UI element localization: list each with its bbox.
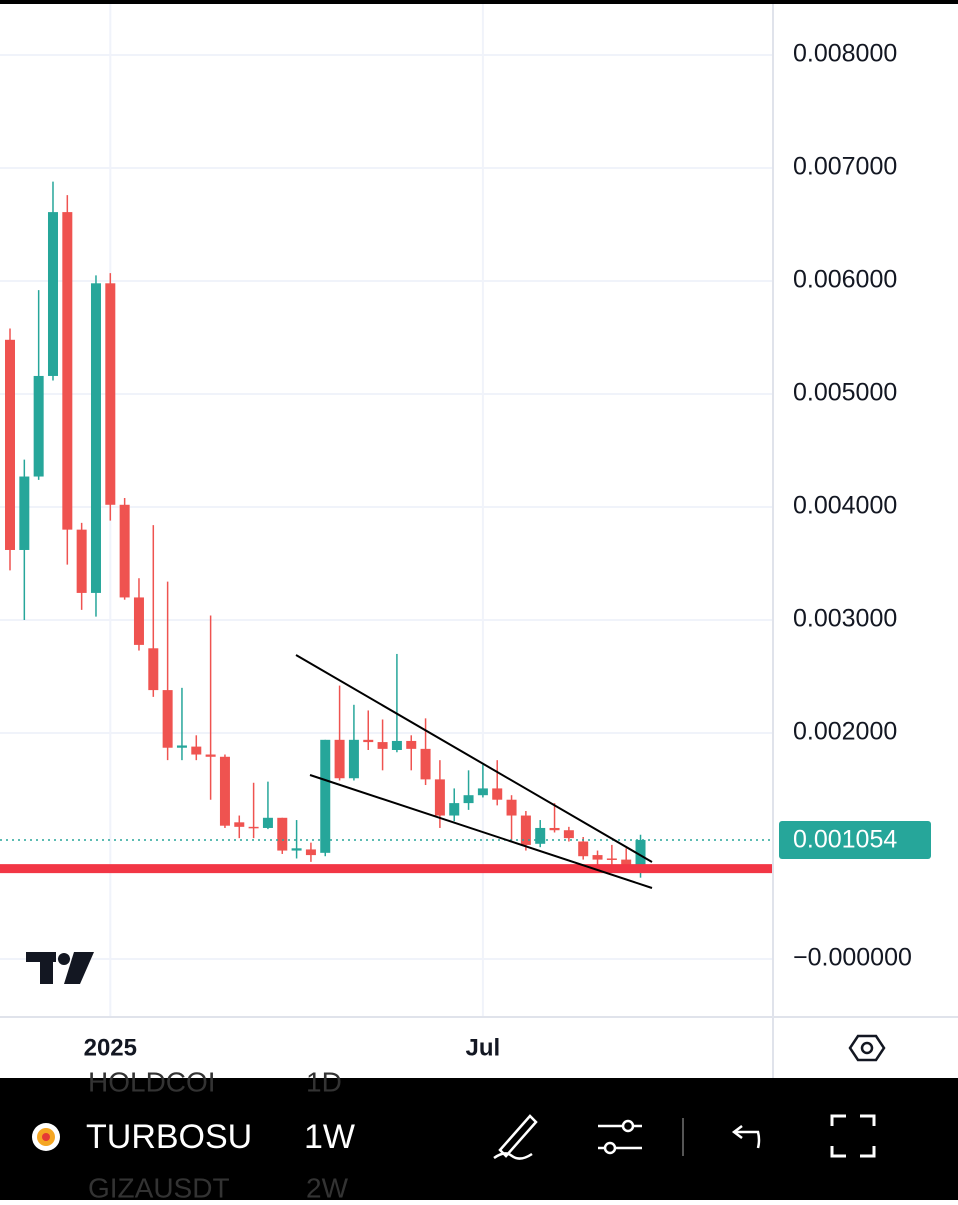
settings-icon[interactable] — [848, 1034, 886, 1062]
candle-body — [62, 212, 73, 530]
last-price-label: 0.001054 — [793, 826, 897, 854]
grid — [0, 0, 773, 1016]
candle-body — [219, 756, 230, 826]
candle-body — [162, 690, 173, 748]
y-tick-label: 0.006000 — [793, 266, 897, 294]
trendline-lower — [309, 774, 653, 889]
candle-body — [191, 746, 202, 755]
last-price-box — [779, 820, 931, 859]
y-tick-label: 0.008000 — [793, 40, 897, 68]
candle-body — [33, 375, 44, 477]
draw-icon[interactable] — [493, 1114, 538, 1160]
candle-body — [578, 841, 589, 857]
candle-body — [449, 803, 460, 816]
candle-body — [621, 859, 632, 867]
toolbar-band — [0, 1100, 958, 1175]
candle-body — [549, 827, 560, 831]
candle-body — [19, 476, 30, 550]
candle-body — [363, 739, 374, 743]
candle-body — [205, 754, 216, 757]
candle-body — [391, 740, 402, 750]
fullscreen-icon[interactable] — [830, 1114, 876, 1158]
candle-body — [592, 855, 603, 860]
candle-body — [563, 830, 574, 839]
axes: 0.008000 0.007000 0.006000 0.005000 0.004000… — [84, 40, 931, 1061]
candle-body — [606, 858, 617, 860]
y-tick-label: 0.004000 — [793, 492, 897, 520]
candle-body — [76, 529, 87, 593]
candle-body — [420, 748, 431, 780]
candle-body — [248, 826, 259, 829]
undo-icon[interactable] — [731, 1125, 761, 1149]
candle-body — [406, 740, 417, 749]
candle-body — [535, 827, 546, 844]
candle-body — [277, 817, 288, 851]
candle-body — [5, 339, 15, 550]
candle-body — [477, 788, 488, 796]
toolbar-prev-interval: 1D — [306, 1066, 342, 1097]
candle-body — [463, 795, 474, 804]
candle-body — [334, 739, 345, 779]
logo — [26, 952, 94, 984]
candle-body — [234, 822, 245, 827]
candle-body — [520, 815, 531, 845]
toolbar-interval[interactable]: 1W — [304, 1118, 355, 1156]
candle-body — [377, 742, 388, 749]
y-tick-label: −0.000000 — [793, 944, 912, 972]
candle-body — [635, 839, 646, 867]
candle-body — [506, 799, 517, 816]
toolbar-prev-symbol: HOLDCOI — [88, 1066, 216, 1097]
candle-body — [434, 779, 445, 816]
candle-body — [320, 739, 331, 853]
x-tick-label: Jul — [466, 1034, 501, 1061]
candle-body — [148, 648, 159, 691]
candle-body — [176, 745, 187, 748]
candle-body — [90, 283, 101, 593]
trendline-upper — [295, 654, 653, 863]
candle-body — [305, 849, 316, 856]
toolbar-next-interval: 2W — [306, 1172, 349, 1200]
candle-body — [119, 504, 130, 598]
toolbar-symbol[interactable]: TURBOSU — [86, 1118, 252, 1156]
candle-body — [105, 283, 116, 505]
y-tick-label: 0.007000 — [793, 153, 897, 181]
candle-body — [291, 848, 302, 851]
symbol-icon[interactable] — [32, 1123, 60, 1151]
candle-body — [348, 739, 359, 779]
top-border — [0, 0, 958, 4]
x-tick-label: 2025 — [84, 1034, 137, 1061]
symbol-fade — [268, 1100, 292, 1175]
candle-body — [133, 597, 144, 645]
candle-body — [262, 817, 273, 828]
candle-body — [492, 788, 503, 800]
y-tick-label: 0.002000 — [793, 718, 897, 746]
indicators-icon[interactable] — [598, 1119, 642, 1155]
toolbar-next-symbol: GIZAUSDT — [88, 1172, 230, 1200]
candle-body — [47, 212, 58, 376]
plot-area — [0, 181, 773, 878]
y-tick-label: 0.003000 — [793, 605, 897, 633]
y-tick-label: 0.005000 — [793, 379, 897, 407]
